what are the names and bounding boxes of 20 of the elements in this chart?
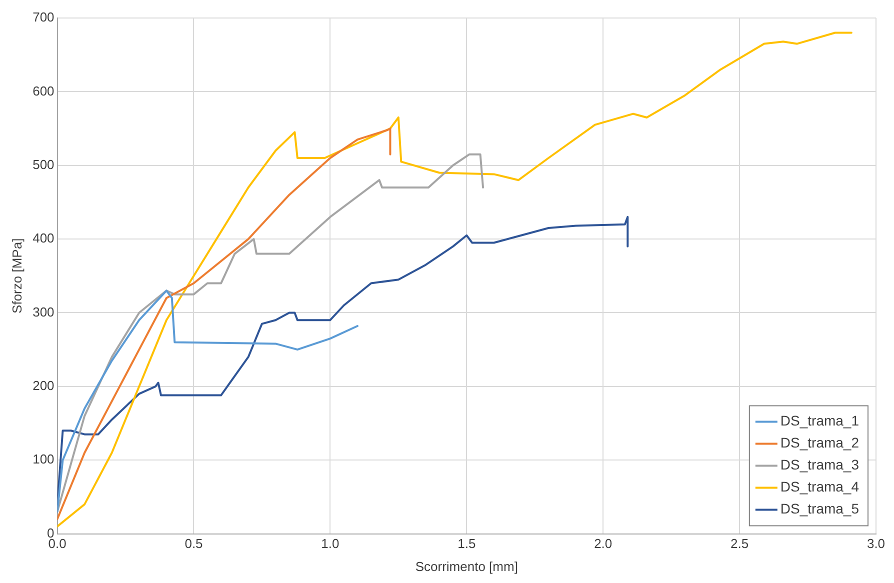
y-tick-label: 500 bbox=[32, 156, 54, 172]
legend-label: DS_trama_5 bbox=[780, 500, 860, 517]
y-tick-label: 100 bbox=[32, 452, 54, 467]
y-tick-label: 600 bbox=[32, 83, 54, 98]
y-tick-label: 400 bbox=[32, 230, 54, 246]
y-tick-label: 300 bbox=[32, 304, 54, 320]
x-tick-label: 2.5 bbox=[730, 536, 749, 552]
x-tick-label: 2.0 bbox=[594, 536, 612, 552]
legend-label: DS_trama_2 bbox=[780, 434, 860, 451]
legend-label: DS_trama_4 bbox=[780, 478, 860, 495]
x-axis-title: Scorrimento [mm] bbox=[415, 558, 518, 574]
x-tick-label: 1.0 bbox=[321, 536, 340, 552]
x-tick-label: 1.5 bbox=[458, 536, 476, 552]
y-tick-label: 200 bbox=[32, 378, 54, 394]
x-tick-label: 3.0 bbox=[866, 536, 886, 552]
y-axis-title: Sforzo [MPa] bbox=[9, 238, 24, 314]
legend-label: DS_trama_3 bbox=[780, 456, 860, 473]
legend-label: DS_trama_1 bbox=[780, 412, 860, 429]
x-tick-label: 0.5 bbox=[184, 536, 203, 552]
y-tick-label: 700 bbox=[32, 10, 54, 25]
